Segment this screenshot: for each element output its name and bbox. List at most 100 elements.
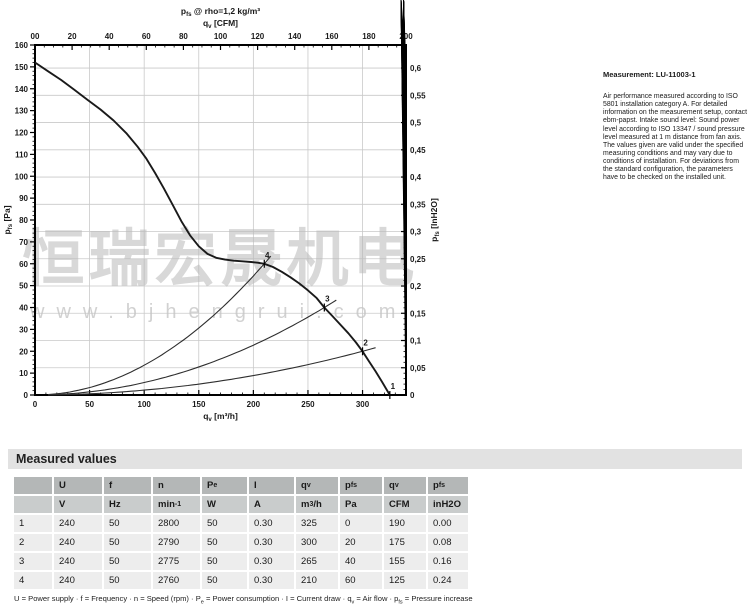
table-unit-cell: CFM [384,496,426,513]
operating-point-label-1: 1 [391,382,396,391]
fan-curve [34,61,391,396]
tick-label-left: 20 [19,347,28,356]
tick-label-top: 140 [288,32,302,41]
table-cell: 0.00 [428,515,468,532]
tick-label-right: 0 [410,391,415,400]
tick-label-top: 180 [362,32,376,41]
table-cell: 2775 [153,553,200,570]
tick-label-left: 60 [19,260,28,269]
table-cell: 0 [340,515,382,532]
table-cell: 50 [202,553,247,570]
table-cell: 0.08 [428,534,468,551]
tick-label-top: 160 [325,32,339,41]
table-unit-cell: m 3/h [296,496,338,513]
tick-label-right: 0,15 [410,309,426,318]
measurement-info-panel: Measurement: LU-11003-1 Air performance … [603,70,749,183]
tick-label-bottom: 200 [247,400,261,409]
table-cell: 125 [384,572,426,589]
chart-title: pfs​ @ rho=1,2 kg/m³ [181,6,260,18]
tick-label-left: 130 [15,107,29,116]
system-curve-4 [48,255,272,396]
tick-label-bottom: 100 [138,400,152,409]
table-header-cell: f [104,477,151,494]
tick-label-right: 0,6 [410,64,422,73]
legend-footnote: U = Power supply · f = Frequency · n = S… [14,594,473,606]
table-cell: 50 [104,534,151,551]
table-cell: 325 [296,515,338,532]
tick-label-left: 120 [15,129,29,138]
system-curve-3 [48,299,337,396]
table-cell: 0.30 [249,553,294,570]
table-unit-cell: Pa [340,496,382,513]
tick-label-left: 30 [19,325,28,334]
table-header-cell: U [54,477,102,494]
plot-frame [34,44,407,396]
operating-point-label-3: 3 [325,295,330,304]
tick-label-top: 120 [251,32,265,41]
tick-label-top: 00 [31,32,40,41]
table-header-cell: p fs [340,477,382,494]
table-cell: 50 [104,515,151,532]
table-cell: 20 [340,534,382,551]
table-unit-cell: A [249,496,294,513]
watermark-cjk-text: 恒瑞宏晟机电 [22,225,418,294]
tick-label-right: 0,05 [410,364,426,373]
table-cell: 175 [384,534,426,551]
table-cell: 265 [296,553,338,570]
tick-label-top: 40 [105,32,114,41]
table-row: 4 240 50 2760 50 0.30 210 60 125 0.24 [14,572,470,589]
table-cell: 240 [54,572,102,589]
tick-label-left: 90 [19,194,28,203]
tick-label-top: 20 [68,32,77,41]
tick-label-bottom: 0 [33,400,38,409]
table-row: 2 240 50 2790 50 0.30 300 20 175 0.08 [14,534,470,551]
table-cell: 2760 [153,572,200,589]
table-cell: 240 [54,553,102,570]
table-unit-cell: W [202,496,247,513]
tick-label-right: 0,45 [410,146,426,155]
table-header-cell: p fs [428,477,468,494]
table-cell: 3 [14,553,52,570]
table-cell: 2790 [153,534,200,551]
table-unit-cell: min -1 [153,496,200,513]
table-cell: 155 [384,553,426,570]
tick-label-left: 110 [15,150,28,159]
tick-label-right: 0,3 [410,228,422,237]
table-cell: 0.30 [249,534,294,551]
operating-point-label-4: 4 [265,251,270,260]
tick-label-right: 0,1 [410,337,422,346]
table-cell: 240 [54,515,102,532]
table-unit-cell: Hz [104,496,151,513]
tick-label-left: 50 [19,282,28,291]
table-cell: 2 [14,534,52,551]
tick-label-left: 100 [15,172,29,181]
tick-label-left: 0 [24,391,29,400]
tick-label-bottom: 50 [85,400,94,409]
tick-label-left: 150 [15,63,29,72]
tick-label-right: 0,25 [410,255,426,264]
table-cell: 0.16 [428,553,468,570]
system-curve-2 [48,347,376,396]
tick-label-bottom: 250 [301,400,315,409]
tick-label-left: 80 [19,216,28,225]
table-unit-cell: V [54,496,102,513]
tick-label-left: 160 [15,41,29,50]
table-cell: 0.30 [249,515,294,532]
tick-label-top: 80 [179,32,188,41]
measured-values-section-bar: Measured values [8,449,742,469]
tick-label-left: 10 [19,369,28,378]
tick-label-left: 40 [19,304,28,313]
watermark-url-text: www.bjhengrui.com [29,301,407,323]
table-unit-cell: inH2O [428,496,468,513]
measurement-disclaimer: Air performance measured according to IS… [603,93,748,182]
table-unit-cell [14,496,52,513]
table-cell: 50 [202,534,247,551]
tick-label-left: 70 [19,238,28,247]
table-cell: 4 [14,572,52,589]
